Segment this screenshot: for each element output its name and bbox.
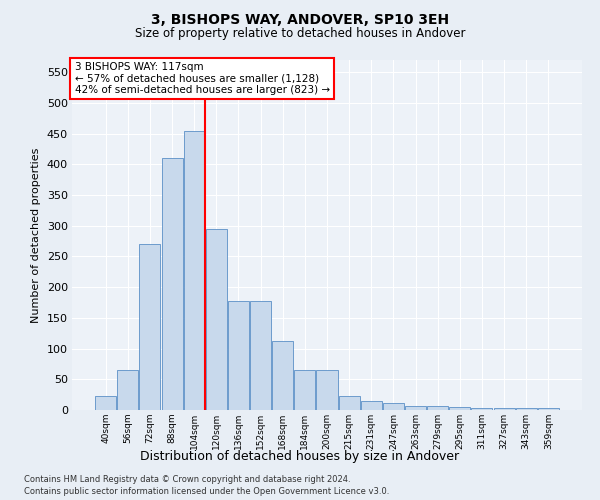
Bar	[250, 300, 271, 410]
Text: Distribution of detached houses by size in Andover: Distribution of detached houses by size …	[140, 450, 460, 463]
Bar	[118, 370, 139, 410]
Bar	[139, 244, 160, 410]
Bar	[272, 340, 293, 410]
Text: Contains HM Land Registry data © Crown copyright and database right 2024.: Contains HM Land Registry data © Crown c…	[24, 475, 350, 484]
Bar	[161, 158, 182, 410]
Bar	[472, 408, 493, 410]
Bar	[338, 396, 359, 410]
Bar	[316, 370, 338, 410]
Bar	[383, 403, 404, 410]
Bar	[95, 396, 116, 410]
Bar	[228, 300, 249, 410]
Text: Size of property relative to detached houses in Andover: Size of property relative to detached ho…	[135, 28, 465, 40]
Text: 3 BISHOPS WAY: 117sqm
← 57% of detached houses are smaller (1,128)
42% of semi-d: 3 BISHOPS WAY: 117sqm ← 57% of detached …	[74, 62, 329, 95]
Bar	[515, 408, 536, 410]
Text: Contains public sector information licensed under the Open Government Licence v3: Contains public sector information licen…	[24, 488, 389, 496]
Bar	[538, 408, 559, 410]
Y-axis label: Number of detached properties: Number of detached properties	[31, 148, 41, 322]
Bar	[427, 406, 448, 410]
Text: 3, BISHOPS WAY, ANDOVER, SP10 3EH: 3, BISHOPS WAY, ANDOVER, SP10 3EH	[151, 12, 449, 26]
Bar	[295, 370, 316, 410]
Bar	[206, 229, 227, 410]
Bar	[184, 130, 205, 410]
Bar	[405, 406, 426, 410]
Bar	[449, 407, 470, 410]
Bar	[494, 408, 515, 410]
Bar	[361, 402, 382, 410]
